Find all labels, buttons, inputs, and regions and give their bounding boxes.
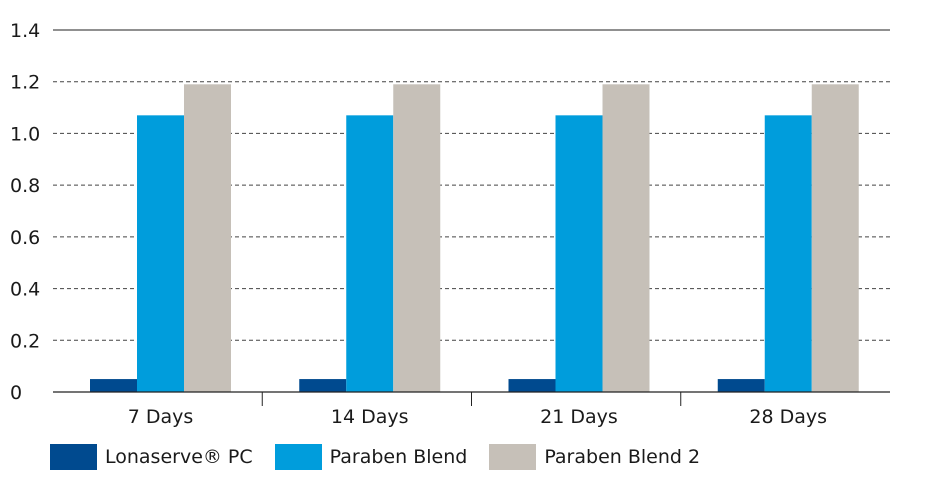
x-tick-label-1: 14 Days (331, 406, 409, 428)
bar-0-1 (299, 379, 347, 392)
bar-1-2 (555, 115, 603, 392)
legend-swatch-lonaserve (50, 444, 97, 470)
y-tick-label-1: 0.2 (10, 330, 40, 352)
x-tick-label-3: 28 Days (749, 406, 827, 428)
legend-label-paraben-blend: Paraben Blend (329, 446, 468, 468)
y-tick-label-0: 0 (10, 382, 22, 404)
y-tick-label-4: 0.8 (10, 175, 40, 197)
bar-0-0 (90, 379, 137, 392)
legend-swatch-paraben-blend (274, 444, 322, 470)
bar-1-1 (346, 115, 394, 392)
legend-item-paraben-blend: Paraben Blend (274, 444, 468, 470)
bar-2-0 (184, 84, 231, 393)
legend-swatch-paraben-blend-2 (489, 444, 537, 470)
bar-0-3 (717, 379, 765, 392)
bar-2-2 (602, 84, 650, 393)
y-tick-label-2: 0.4 (10, 279, 40, 301)
y-tick-label-6: 1.2 (10, 72, 40, 94)
legend-item-paraben-blend-2: Paraben Blend 2 (489, 444, 700, 470)
legend-label-paraben-blend-2: Paraben Blend 2 (544, 446, 701, 468)
bar-1-3 (764, 115, 812, 392)
legend-item-lonaserve: Lonaserve® PC (50, 444, 253, 470)
bar-0-2 (508, 379, 556, 392)
y-tick-label-5: 1.0 (10, 123, 40, 145)
x-tick-label-2: 21 Days (540, 406, 618, 428)
legend: Lonaserve® PC Paraben Blend Paraben Blen… (50, 442, 722, 472)
y-tick-label-3: 0.6 (10, 227, 40, 249)
y-tick-label-7: 1.4 (10, 20, 40, 42)
bar-2-1 (393, 84, 441, 393)
bar-1-0 (137, 115, 184, 392)
bar-2-3 (811, 84, 859, 393)
legend-label-lonaserve: Lonaserve® PC (105, 446, 253, 468)
x-tick-label-0: 7 Days (128, 406, 194, 428)
